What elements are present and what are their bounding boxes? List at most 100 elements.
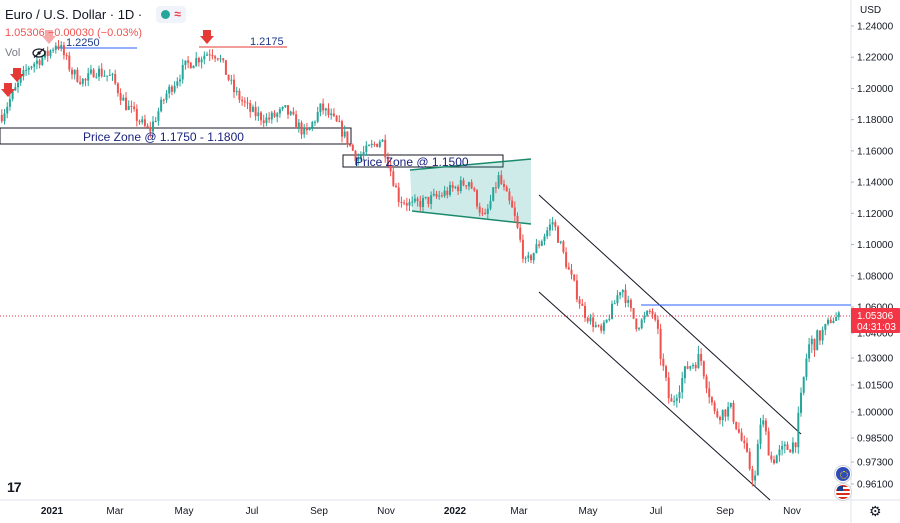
candle-body	[783, 444, 786, 447]
candle-body	[424, 196, 427, 198]
eu-flag-icon[interactable]	[835, 466, 851, 482]
candle-body	[773, 459, 776, 464]
candle-body	[351, 144, 354, 151]
time-tick-label: Sep	[310, 506, 328, 517]
candle-body	[403, 202, 406, 204]
candle-body	[359, 155, 362, 159]
bar-countdown: 04:31:03	[857, 322, 896, 333]
candle-body	[173, 85, 176, 92]
price-tick-label: 1.18000	[857, 115, 894, 126]
candle-body	[581, 303, 584, 306]
status-dot-icon	[161, 9, 171, 19]
candle-body	[108, 74, 111, 76]
time-tick-label: 2021	[41, 506, 64, 517]
candle-body	[808, 344, 811, 359]
last-price-value: 1.05306	[857, 311, 894, 322]
candle-body	[281, 107, 284, 110]
candle-body	[157, 111, 160, 121]
candle-body	[332, 113, 335, 116]
candle-body	[500, 175, 503, 184]
candle-body	[678, 392, 681, 399]
gear-icon[interactable]: ⚙	[869, 503, 882, 519]
candle-body	[754, 475, 757, 481]
currency-label[interactable]: USD	[860, 5, 881, 16]
candle-body	[532, 252, 535, 261]
candle-body	[505, 186, 508, 192]
candle-body	[673, 400, 676, 402]
candle-body	[184, 60, 187, 65]
candle-body	[349, 144, 352, 146]
volume-label: Vol	[5, 47, 21, 59]
candle-body	[141, 119, 144, 123]
candle-body	[810, 338, 813, 345]
candle-body	[119, 93, 122, 101]
candle-body	[303, 127, 306, 135]
price-tick-label: 1.01500	[857, 381, 894, 392]
us-flag-icon[interactable]	[835, 484, 851, 500]
candle-body	[554, 222, 557, 227]
candle-body	[195, 57, 198, 66]
time-tick-label: May	[579, 506, 598, 517]
candle-body	[54, 45, 57, 50]
candle-body	[705, 376, 708, 389]
candle-body	[511, 200, 514, 208]
candle-body	[557, 226, 560, 243]
hidden-eye-icon[interactable]	[32, 48, 46, 58]
candle-body	[770, 455, 773, 460]
candle-body	[300, 122, 303, 135]
candle-body	[287, 105, 290, 115]
candle-body	[794, 442, 797, 448]
candle-body	[14, 87, 17, 91]
candle-body	[92, 69, 95, 78]
tradingview-logo-icon[interactable]: 17	[7, 479, 22, 495]
candle-body	[71, 69, 74, 75]
ohlc-readout: 1.05306 −0.00030 (−0.03%)	[5, 27, 143, 39]
candle-body	[19, 76, 22, 83]
candle-body	[330, 113, 333, 116]
candle-body	[802, 376, 805, 393]
candle-body	[767, 431, 770, 456]
candle-body	[338, 121, 341, 123]
candle-body	[365, 145, 368, 153]
candle-body	[389, 166, 392, 172]
candle-body	[378, 141, 381, 147]
candle-body	[322, 103, 325, 111]
candle-body	[257, 112, 260, 117]
indicator-pill[interactable]: ≈	[156, 5, 186, 23]
channel-upper-line	[538, 194, 802, 435]
candle-body	[3, 113, 6, 122]
candle-body	[125, 97, 128, 110]
channel-lower-line	[538, 291, 771, 501]
candle-body	[392, 171, 395, 186]
candle-body	[233, 79, 236, 93]
time-tick-label: 2022	[444, 506, 467, 517]
candle-body	[524, 258, 527, 260]
symbol-title[interactable]: Euro / U.S. Dollar · 1D ·	[5, 6, 143, 22]
candle-body	[216, 58, 219, 60]
last-price-tag	[851, 308, 900, 334]
candle-body	[608, 318, 611, 320]
candle-body	[562, 241, 565, 253]
candle-body	[168, 86, 171, 94]
candle-body	[430, 195, 433, 204]
candle-body	[311, 122, 314, 128]
candle-body	[76, 69, 79, 82]
candle-body	[694, 364, 697, 369]
candle-body	[527, 255, 530, 259]
candle-body	[176, 81, 179, 86]
candle-body	[570, 269, 573, 275]
candle-body	[692, 364, 695, 367]
candle-body	[435, 193, 438, 197]
candle-body	[764, 420, 767, 432]
candle-body	[713, 402, 716, 412]
candle-body	[122, 97, 125, 101]
candle-body	[613, 303, 616, 305]
candle-body	[227, 74, 230, 80]
candle-body	[181, 64, 184, 80]
candle-body	[686, 366, 689, 369]
candle-body	[697, 353, 700, 369]
candle-body	[594, 325, 597, 327]
candle-body	[265, 117, 268, 123]
candle-body	[627, 299, 630, 303]
